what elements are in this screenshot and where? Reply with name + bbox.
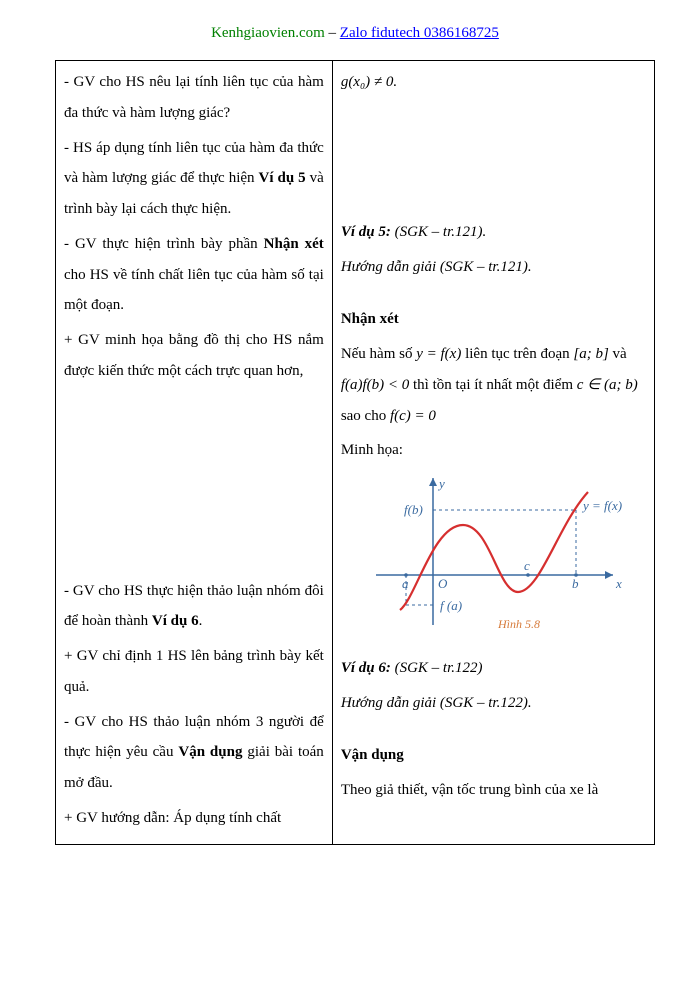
nx-heading: Nhận xét (341, 311, 399, 327)
nx-t10: f(c) = 0 (390, 408, 436, 424)
hd5: Hướng dẫn giải (SGK – tr.121). (341, 259, 532, 275)
left-p8: + GV hướng dẫn: Áp dụng tính chất (64, 810, 281, 826)
left-p7b: Vận dụng (178, 744, 242, 760)
left-p3b: Nhận xét (264, 236, 324, 252)
header-site: Kenhgiaovien.com (211, 25, 325, 41)
graph-label-fx: y = f(x) (581, 498, 622, 513)
graph-label-fa: f (a) (440, 598, 462, 613)
nx-t6: f(a)f(b) < 0 (341, 377, 409, 393)
left-p1: - GV cho HS nêu lại tính liên tục của hà… (64, 74, 324, 121)
vd6-ref: (SGK – tr.122) (391, 660, 483, 676)
vandung-text: Theo giả thiết, vận tốc trung bình của x… (341, 782, 598, 798)
graph-label-y: y (437, 476, 445, 491)
vd5-ref: (SGK – tr.121). (391, 224, 486, 240)
nx-t8: c ∈ (a; b) (577, 377, 638, 393)
left-p5c: . (199, 613, 203, 629)
nx-t9: sao cho (341, 408, 390, 424)
header-dash: – (325, 25, 340, 41)
page-header: Kenhgiaovien.com – Zalo fidutech 0386168… (55, 25, 655, 42)
nx-t1: Nếu hàm số (341, 346, 416, 362)
vd5-label: Ví dụ 5: (341, 224, 391, 240)
left-p2b: Ví dụ 5 (259, 170, 306, 186)
graph-label-fb: f(b) (404, 502, 423, 517)
graph-label-a: a (402, 576, 409, 591)
left-p3c: cho HS về tính chất liên tục của hàm số … (64, 267, 324, 314)
left-column: - GV cho HS nêu lại tính liên tục của hà… (56, 61, 333, 845)
graph-label-b: b (572, 576, 579, 591)
graph-label-O: O (438, 576, 448, 591)
graph-figure: y x O a b c f (a) f(b) y = f(x) Hình 5.8 (341, 470, 646, 647)
hd6: Hướng dẫn giải (SGK – tr.122). (341, 695, 532, 711)
right-gx: g(x₀) ≠ 0. (341, 74, 397, 90)
left-p3a: - GV thực hiện trình bày phần (64, 236, 264, 252)
mh-label: Minh họa: (341, 442, 403, 458)
graph-label-c: c (524, 558, 530, 573)
nx-t4: [a; b] (573, 346, 608, 362)
vd6-label: Ví dụ 6: (341, 660, 391, 676)
nx-t5: và (609, 346, 627, 362)
nx-t2: y = f(x) (416, 346, 461, 362)
nx-t3: liên tục trên đoạn (461, 346, 573, 362)
left-p4: + GV minh họa bằng đồ thị cho HS nắm đượ… (64, 332, 324, 379)
graph-caption: Hình 5.8 (497, 617, 540, 631)
left-p6: + GV chỉ định 1 HS lên bảng trình bày kế… (64, 648, 324, 695)
header-zalo[interactable]: Zalo fidutech 0386168725 (340, 25, 499, 41)
nx-t7: thì tồn tại ít nhất một điểm (409, 377, 576, 393)
right-column: g(x₀) ≠ 0. Ví dụ 5: (SGK – tr.121). Hướn… (332, 61, 654, 845)
graph-label-x: x (615, 576, 622, 591)
graph-svg: y x O a b c f (a) f(b) y = f(x) Hình 5.8 (358, 470, 628, 635)
content-table: - GV cho HS nêu lại tính liên tục của hà… (55, 60, 655, 845)
left-p5b: Ví dụ 6 (152, 613, 199, 629)
vandung-heading: Vận dụng (341, 747, 404, 763)
